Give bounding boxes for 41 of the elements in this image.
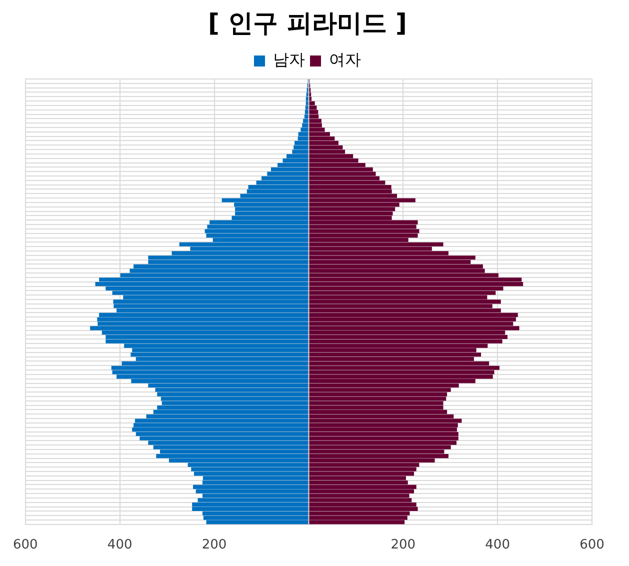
bar <box>309 418 462 423</box>
bar <box>309 467 416 472</box>
bar <box>160 396 308 401</box>
bar <box>309 392 448 396</box>
x-tick-label: 400 <box>107 538 132 553</box>
bar <box>302 123 308 128</box>
x-tick-label: 600 <box>12 538 38 553</box>
bar <box>309 300 501 304</box>
bar <box>309 198 416 202</box>
bar <box>304 114 308 119</box>
bar <box>309 396 446 401</box>
bar <box>300 128 308 132</box>
bar <box>203 516 308 520</box>
bar <box>235 211 308 216</box>
bar <box>309 520 405 524</box>
bar <box>309 101 315 106</box>
bar <box>309 516 408 520</box>
bar <box>309 334 508 340</box>
chart-title: [ 인구 피라미드 ] <box>208 8 407 38</box>
x-tick-label: 600 <box>580 538 604 553</box>
legend-label: 여자 <box>329 50 361 70</box>
bar <box>134 418 308 423</box>
bar <box>113 300 308 304</box>
legend-label: 남자 <box>273 50 305 70</box>
bar <box>309 211 393 216</box>
bar <box>106 334 308 340</box>
bar <box>136 432 308 436</box>
x-tick-label: 200 <box>202 538 227 553</box>
bar <box>207 224 308 229</box>
x-tick-label: 400 <box>485 538 510 553</box>
bar <box>309 123 322 128</box>
bar <box>309 224 416 229</box>
bar <box>222 198 308 202</box>
bar <box>191 467 308 472</box>
bar <box>309 432 458 436</box>
bar <box>112 370 308 374</box>
bar <box>157 392 308 396</box>
x-tick-label: 200 <box>390 538 416 553</box>
bar <box>306 101 308 106</box>
bar <box>206 520 308 524</box>
bar <box>309 114 319 119</box>
